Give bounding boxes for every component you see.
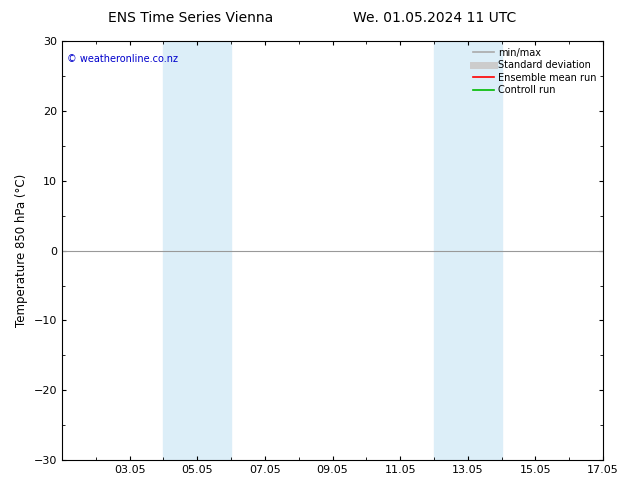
- Bar: [164, 41, 231, 460]
- Text: © weatheronline.co.nz: © weatheronline.co.nz: [67, 53, 178, 64]
- Bar: [434, 41, 501, 460]
- Legend: min/max, Standard deviation, Ensemble mean run, Controll run: min/max, Standard deviation, Ensemble me…: [470, 46, 598, 97]
- Text: We. 01.05.2024 11 UTC: We. 01.05.2024 11 UTC: [353, 11, 516, 25]
- Y-axis label: Temperature 850 hPa (°C): Temperature 850 hPa (°C): [15, 174, 28, 327]
- Text: ENS Time Series Vienna: ENS Time Series Vienna: [108, 11, 273, 25]
